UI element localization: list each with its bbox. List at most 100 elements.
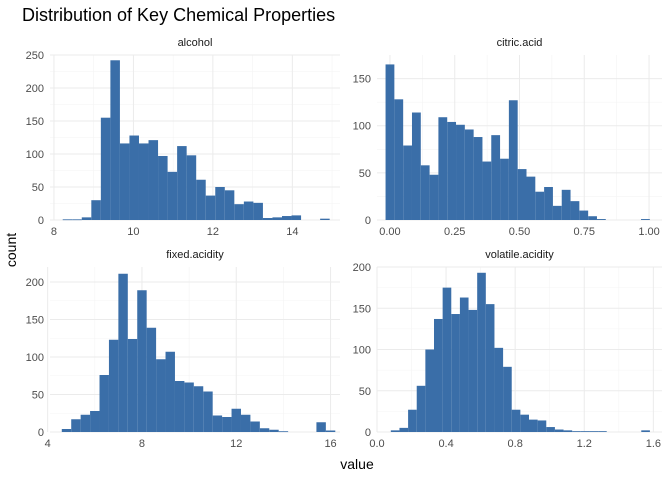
histogram-bar — [442, 287, 452, 432]
histogram-bar — [554, 429, 564, 432]
x-tick-label: 12 — [230, 438, 242, 450]
y-tick-label: 50 — [32, 182, 44, 194]
histogram-bar — [544, 187, 553, 220]
x-tick-label: 4 — [45, 438, 51, 450]
histogram-bar — [212, 415, 223, 432]
y-tick-label: 250 — [26, 50, 44, 62]
histogram-bar — [494, 347, 504, 432]
x-tick-label: 16 — [324, 438, 336, 450]
histogram-bar — [184, 382, 194, 432]
histogram-bar — [146, 327, 157, 432]
facet-strip-label: volatile.acidity — [485, 249, 554, 261]
facet-volatile-acidity: volatile.acidity 0.0 0.4 0.8 1.2 1.6 0 50 100 150… — [353, 249, 662, 450]
x-axis-title: value — [340, 456, 374, 472]
histogram-bar — [589, 431, 599, 432]
histogram-bar — [390, 430, 400, 432]
y-tick-label: 0 — [38, 215, 44, 227]
histogram-bar — [167, 171, 178, 220]
histogram-bar — [408, 409, 417, 432]
histogram-bar — [500, 158, 509, 220]
y-tick-label: 100 — [353, 121, 371, 133]
histogram-bar — [537, 420, 547, 432]
x-tick-label: 10 — [127, 226, 139, 238]
histogram-bar — [282, 216, 292, 220]
y-tick-label: 150 — [353, 74, 371, 86]
histogram-bar — [262, 218, 273, 220]
histogram-bar — [243, 201, 254, 220]
histogram-bar — [416, 385, 426, 432]
histogram-bar — [234, 204, 244, 220]
histogram-bar — [137, 290, 147, 432]
histogram-bar — [385, 64, 395, 220]
y-tick-label: 50 — [32, 390, 44, 402]
histogram-bar — [546, 427, 555, 432]
histogram-bar — [215, 187, 225, 220]
histogram-bar — [165, 351, 175, 432]
chart-title: Distribution of Key Chemical Properties — [22, 5, 335, 25]
histogram-bar — [158, 155, 168, 220]
facet-strip-label: fixed.acidity — [166, 249, 224, 261]
histogram-bar — [485, 304, 495, 432]
histogram-bar — [425, 349, 434, 432]
histogram-bar — [119, 143, 130, 220]
histogram-bar — [456, 124, 465, 220]
histogram-bar — [579, 210, 589, 220]
x-tick-label: 0.8 — [508, 438, 523, 450]
histogram-bar — [148, 140, 159, 220]
histogram-bar — [272, 217, 282, 220]
histogram-bar — [491, 135, 501, 220]
histogram-bar — [641, 430, 650, 432]
x-tick-label: 0.25 — [444, 226, 465, 238]
facet-strip-label: alcohol — [178, 37, 213, 49]
x-tick-label: 0.50 — [509, 226, 530, 238]
histogram-bar — [196, 179, 206, 220]
histogram-bar — [447, 121, 457, 220]
histogram-bar — [563, 430, 573, 432]
histogram-bar — [100, 117, 111, 220]
histogram-bar — [108, 339, 119, 432]
histogram-bar — [127, 339, 138, 432]
facet-panels: alcohol 8 10 12 14 0 50 100 150 200 250 citric.acid… — [26, 37, 662, 450]
histogram-bar — [411, 112, 421, 220]
y-tick-label: 0 — [38, 427, 44, 439]
x-tick-label: 8 — [51, 226, 57, 238]
histogram-bar — [529, 419, 538, 432]
y-tick-label: 150 — [26, 116, 44, 128]
histogram-bar — [598, 431, 607, 432]
histogram-bar — [99, 375, 109, 432]
histogram-bar — [129, 135, 139, 220]
y-tick-label: 100 — [26, 352, 44, 364]
histogram-bar — [477, 272, 486, 432]
x-tick-label: 1.00 — [638, 226, 659, 238]
histogram-bar — [451, 314, 460, 432]
histogram-bar — [253, 202, 263, 220]
histogram-bar — [570, 201, 580, 220]
histogram-bar — [62, 219, 73, 221]
histogram-bar — [459, 297, 469, 432]
histogram-bar — [580, 431, 590, 432]
facet-alcohol: alcohol 8 10 12 14 0 50 100 150 200 250 — [26, 37, 340, 238]
histogram-bar — [269, 429, 279, 432]
histogram-bar — [222, 417, 232, 432]
histogram-bar — [468, 309, 478, 432]
y-tick-label: 0 — [365, 427, 371, 439]
histogram-bar — [80, 414, 91, 432]
x-tick-label: 12 — [207, 226, 219, 238]
histogram-bar — [394, 99, 404, 220]
x-tick-label: 0.00 — [379, 226, 400, 238]
histogram-bar — [641, 219, 650, 220]
y-tick-label: 150 — [26, 315, 44, 327]
histogram-bar — [517, 169, 527, 220]
histogram-bar — [291, 215, 302, 220]
x-tick-label: 14 — [286, 226, 298, 238]
histogram-bar — [596, 219, 606, 220]
histogram-bar — [511, 409, 521, 432]
facet-fixed-acidity: fixed.acidity 4 8 12 16 0 50 100 150 200 — [26, 249, 340, 450]
histogram-bar — [438, 117, 448, 220]
histogram-bar — [399, 427, 409, 432]
histogram-bar — [588, 216, 597, 220]
histogram-bar — [177, 146, 187, 220]
histogram-bar — [526, 176, 536, 220]
histogram-bar — [174, 381, 185, 432]
